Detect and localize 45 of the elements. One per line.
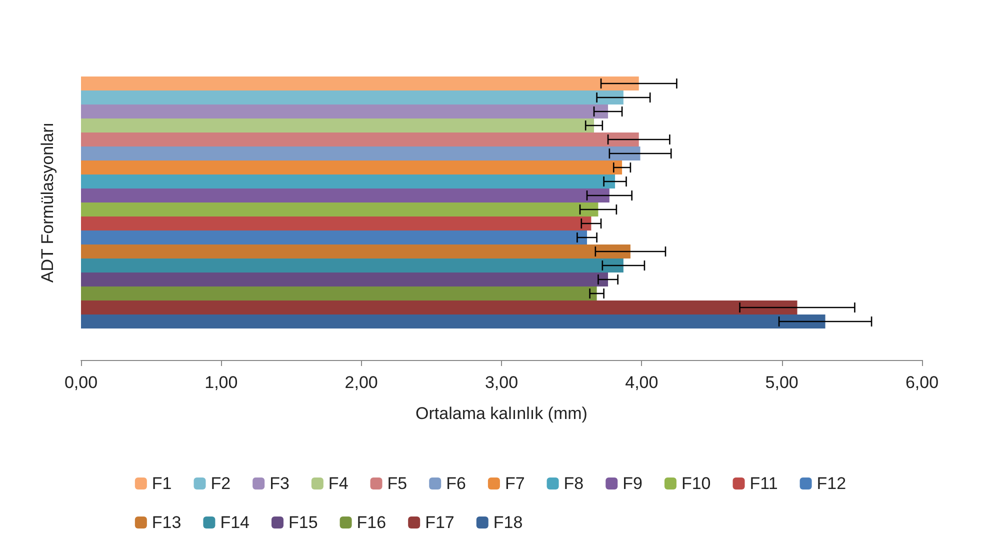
x-tick-label: 0,00 [64,373,98,392]
bar [81,104,608,118]
bar [81,160,622,174]
x-tick-label: 2,00 [344,373,378,392]
bar [81,132,639,146]
legend-label: F1 [152,474,172,493]
legend-label: F9 [622,474,642,493]
bar [81,286,597,300]
legend-label: F10 [681,474,711,493]
legend-label: F7 [504,474,525,493]
legend-label: F8 [564,474,584,493]
x-tick-label: 1,00 [204,373,238,392]
bar [81,118,594,132]
legend-label: F15 [288,513,318,532]
legend-label: F5 [387,474,408,493]
legend-label: F18 [493,513,523,532]
bar [81,216,592,230]
bar [81,174,616,188]
x-axis-title: Ortalama kalınlık (mm) [416,404,588,423]
y-axis-title: ADT Formülasyonları [38,122,57,283]
bar [81,314,826,328]
bar [81,300,798,314]
legend-label: F6 [446,474,466,493]
x-tick-label: 3,00 [484,373,518,392]
x-tick-label: 6,00 [905,373,939,392]
bar [81,244,630,258]
bar [81,76,639,90]
legend-label: F3 [270,474,290,493]
bar [81,272,608,286]
x-tick-label: 4,00 [625,373,658,392]
legend-label: F11 [750,474,778,493]
legend-label: F17 [425,513,454,532]
bar [81,188,610,202]
legend-label: F2 [210,474,231,493]
legend-label: F4 [328,474,348,493]
bar [81,230,587,244]
legend-label: F14 [220,513,250,532]
bar [81,146,640,160]
bar [81,258,624,272]
bar [81,202,598,216]
legend-label: F12 [816,474,846,493]
legend-label: F16 [356,513,386,532]
legend-label: F13 [152,513,182,532]
bar [81,90,624,104]
x-tick-label: 5,00 [765,373,798,392]
